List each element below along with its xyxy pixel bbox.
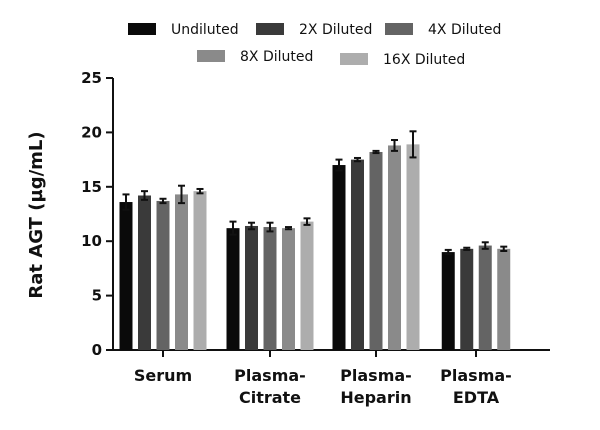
legend-swatch (385, 23, 413, 35)
legend-label: 16X Diluted (383, 52, 465, 68)
legend-label: 4X Diluted (428, 22, 501, 38)
y-tick-label: 5 (92, 287, 102, 305)
bar (369, 151, 383, 350)
y-tick-label: 0 (92, 341, 102, 359)
bar (226, 228, 240, 350)
bar (406, 144, 420, 350)
bar (263, 227, 277, 350)
y-tick-label: 20 (81, 123, 102, 141)
y-tick-label: 25 (81, 69, 102, 87)
bar (175, 194, 188, 350)
x-axis: Serum Plasma-Citrate Plasma-Heparin Plasma-… (113, 349, 550, 407)
y-axis-title: Rat AGT (µg/mL) (26, 131, 47, 298)
y-axis: 0 5 10 15 20 25 (81, 69, 114, 359)
bar (460, 248, 474, 350)
y-tick-label: 15 (81, 178, 102, 196)
legend-label: 2X Diluted (299, 22, 372, 38)
x-tick-label: Plasma-Citrate (234, 366, 306, 407)
x-tick-label: Serum (134, 366, 192, 385)
bar (478, 245, 492, 350)
bar (332, 165, 346, 350)
bar (300, 221, 314, 350)
bar (193, 191, 207, 350)
y-tick-label: 10 (81, 232, 102, 250)
bar (282, 228, 295, 350)
legend: Undiluted 2X Diluted 4X Diluted 8X Diluted 1… (128, 22, 501, 68)
bar (388, 145, 401, 350)
bar (351, 159, 364, 350)
bar (497, 248, 511, 350)
bar (441, 252, 455, 350)
legend-label: Undiluted (171, 22, 239, 38)
bar (119, 202, 133, 350)
legend-swatch (197, 50, 225, 62)
bar (156, 200, 170, 350)
bar (138, 195, 151, 350)
legend-swatch (256, 23, 284, 35)
x-tick-label: Plasma-EDTA (440, 366, 512, 407)
legend-swatch (340, 53, 368, 65)
x-tick-label: Plasma-Heparin (340, 366, 412, 407)
legend-label: 8X Diluted (240, 49, 313, 65)
bar (245, 225, 258, 350)
bars (119, 130, 511, 350)
legend-swatch (128, 23, 156, 35)
